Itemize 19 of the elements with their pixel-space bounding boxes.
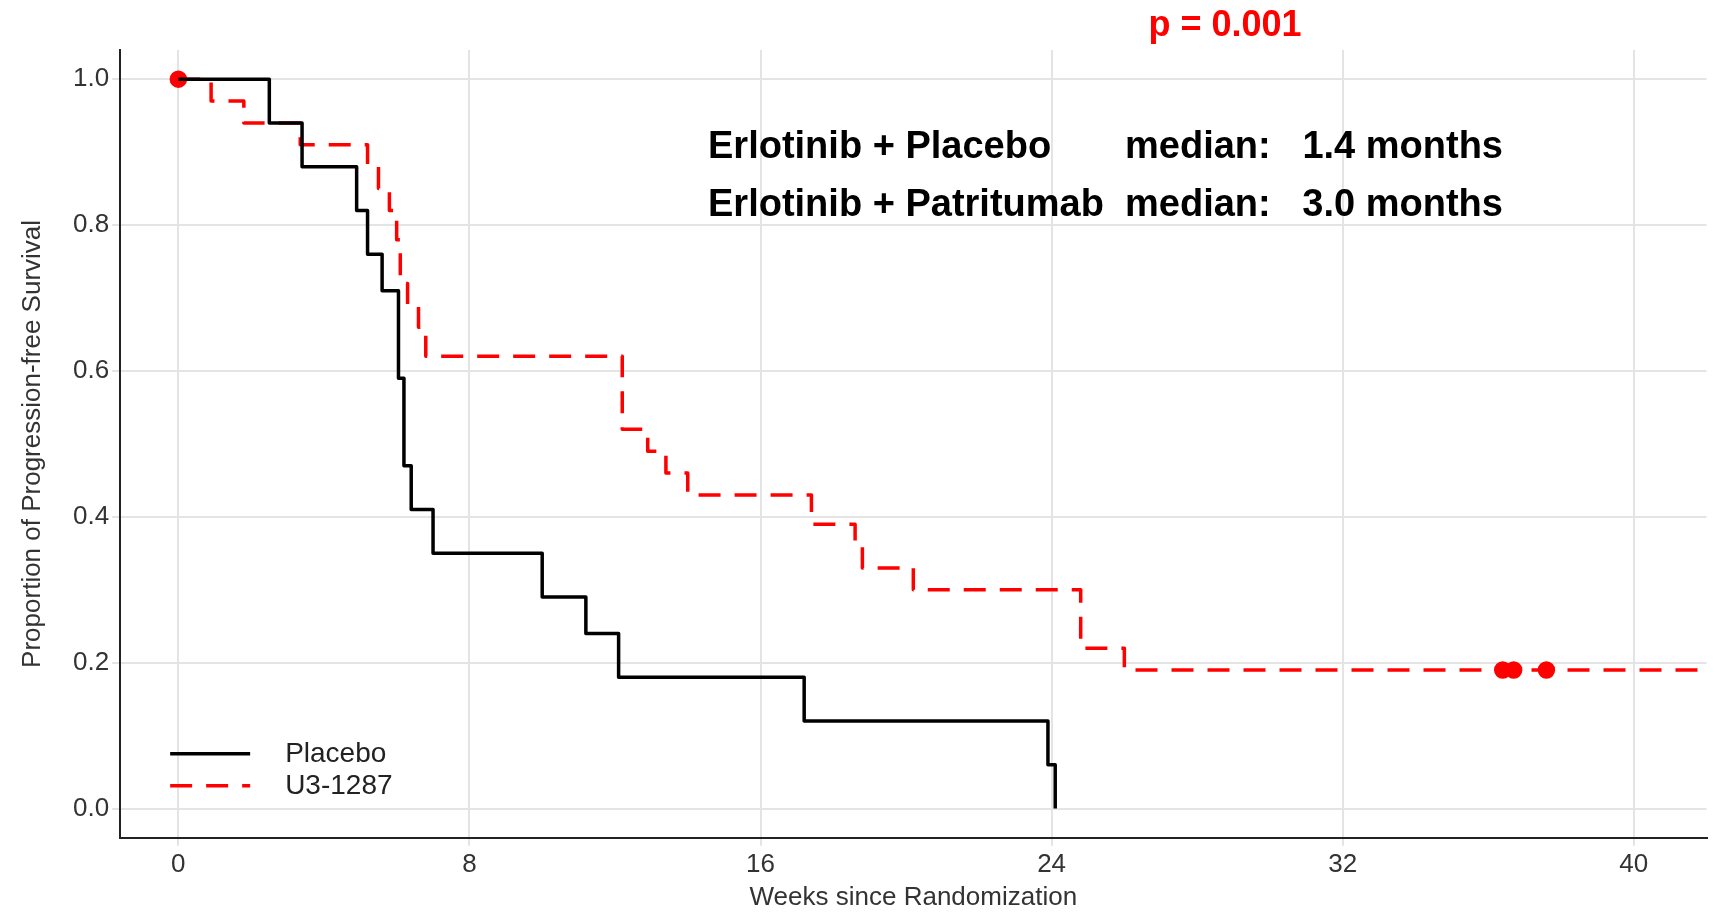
x-tick-label: 16: [746, 847, 775, 878]
legend-label: Placebo: [285, 736, 387, 768]
y-tick-label: 0.6: [72, 354, 110, 385]
y-tick-label: 1.0: [72, 62, 110, 93]
y-tick-label: 0.0: [72, 791, 110, 822]
text: p = 0.001: [1148, 3, 1302, 44]
y-tick-label: 0.8: [72, 208, 110, 239]
x-tick-label: 40: [1619, 847, 1649, 878]
y-tick-label: 0.2: [72, 645, 110, 676]
x-tick-label: 32: [1328, 847, 1358, 878]
annotation: Erlotinib + Placebo median: 1.4 months: [708, 124, 1503, 166]
legend-label: U3-1287: [285, 768, 393, 800]
x-axis-title: Weeks since Randomization: [749, 881, 1078, 911]
x-tick-label: 24: [1037, 847, 1067, 878]
annotation: Erlotinib + Patritumab median: 3.0 months: [708, 182, 1503, 224]
x-tick-label: 0: [171, 847, 186, 878]
y-axis-title: Proportion of Progression-free Survival: [16, 219, 46, 668]
y-tick-label: 0.4: [72, 500, 110, 531]
x-tick-label: 8: [462, 847, 477, 878]
